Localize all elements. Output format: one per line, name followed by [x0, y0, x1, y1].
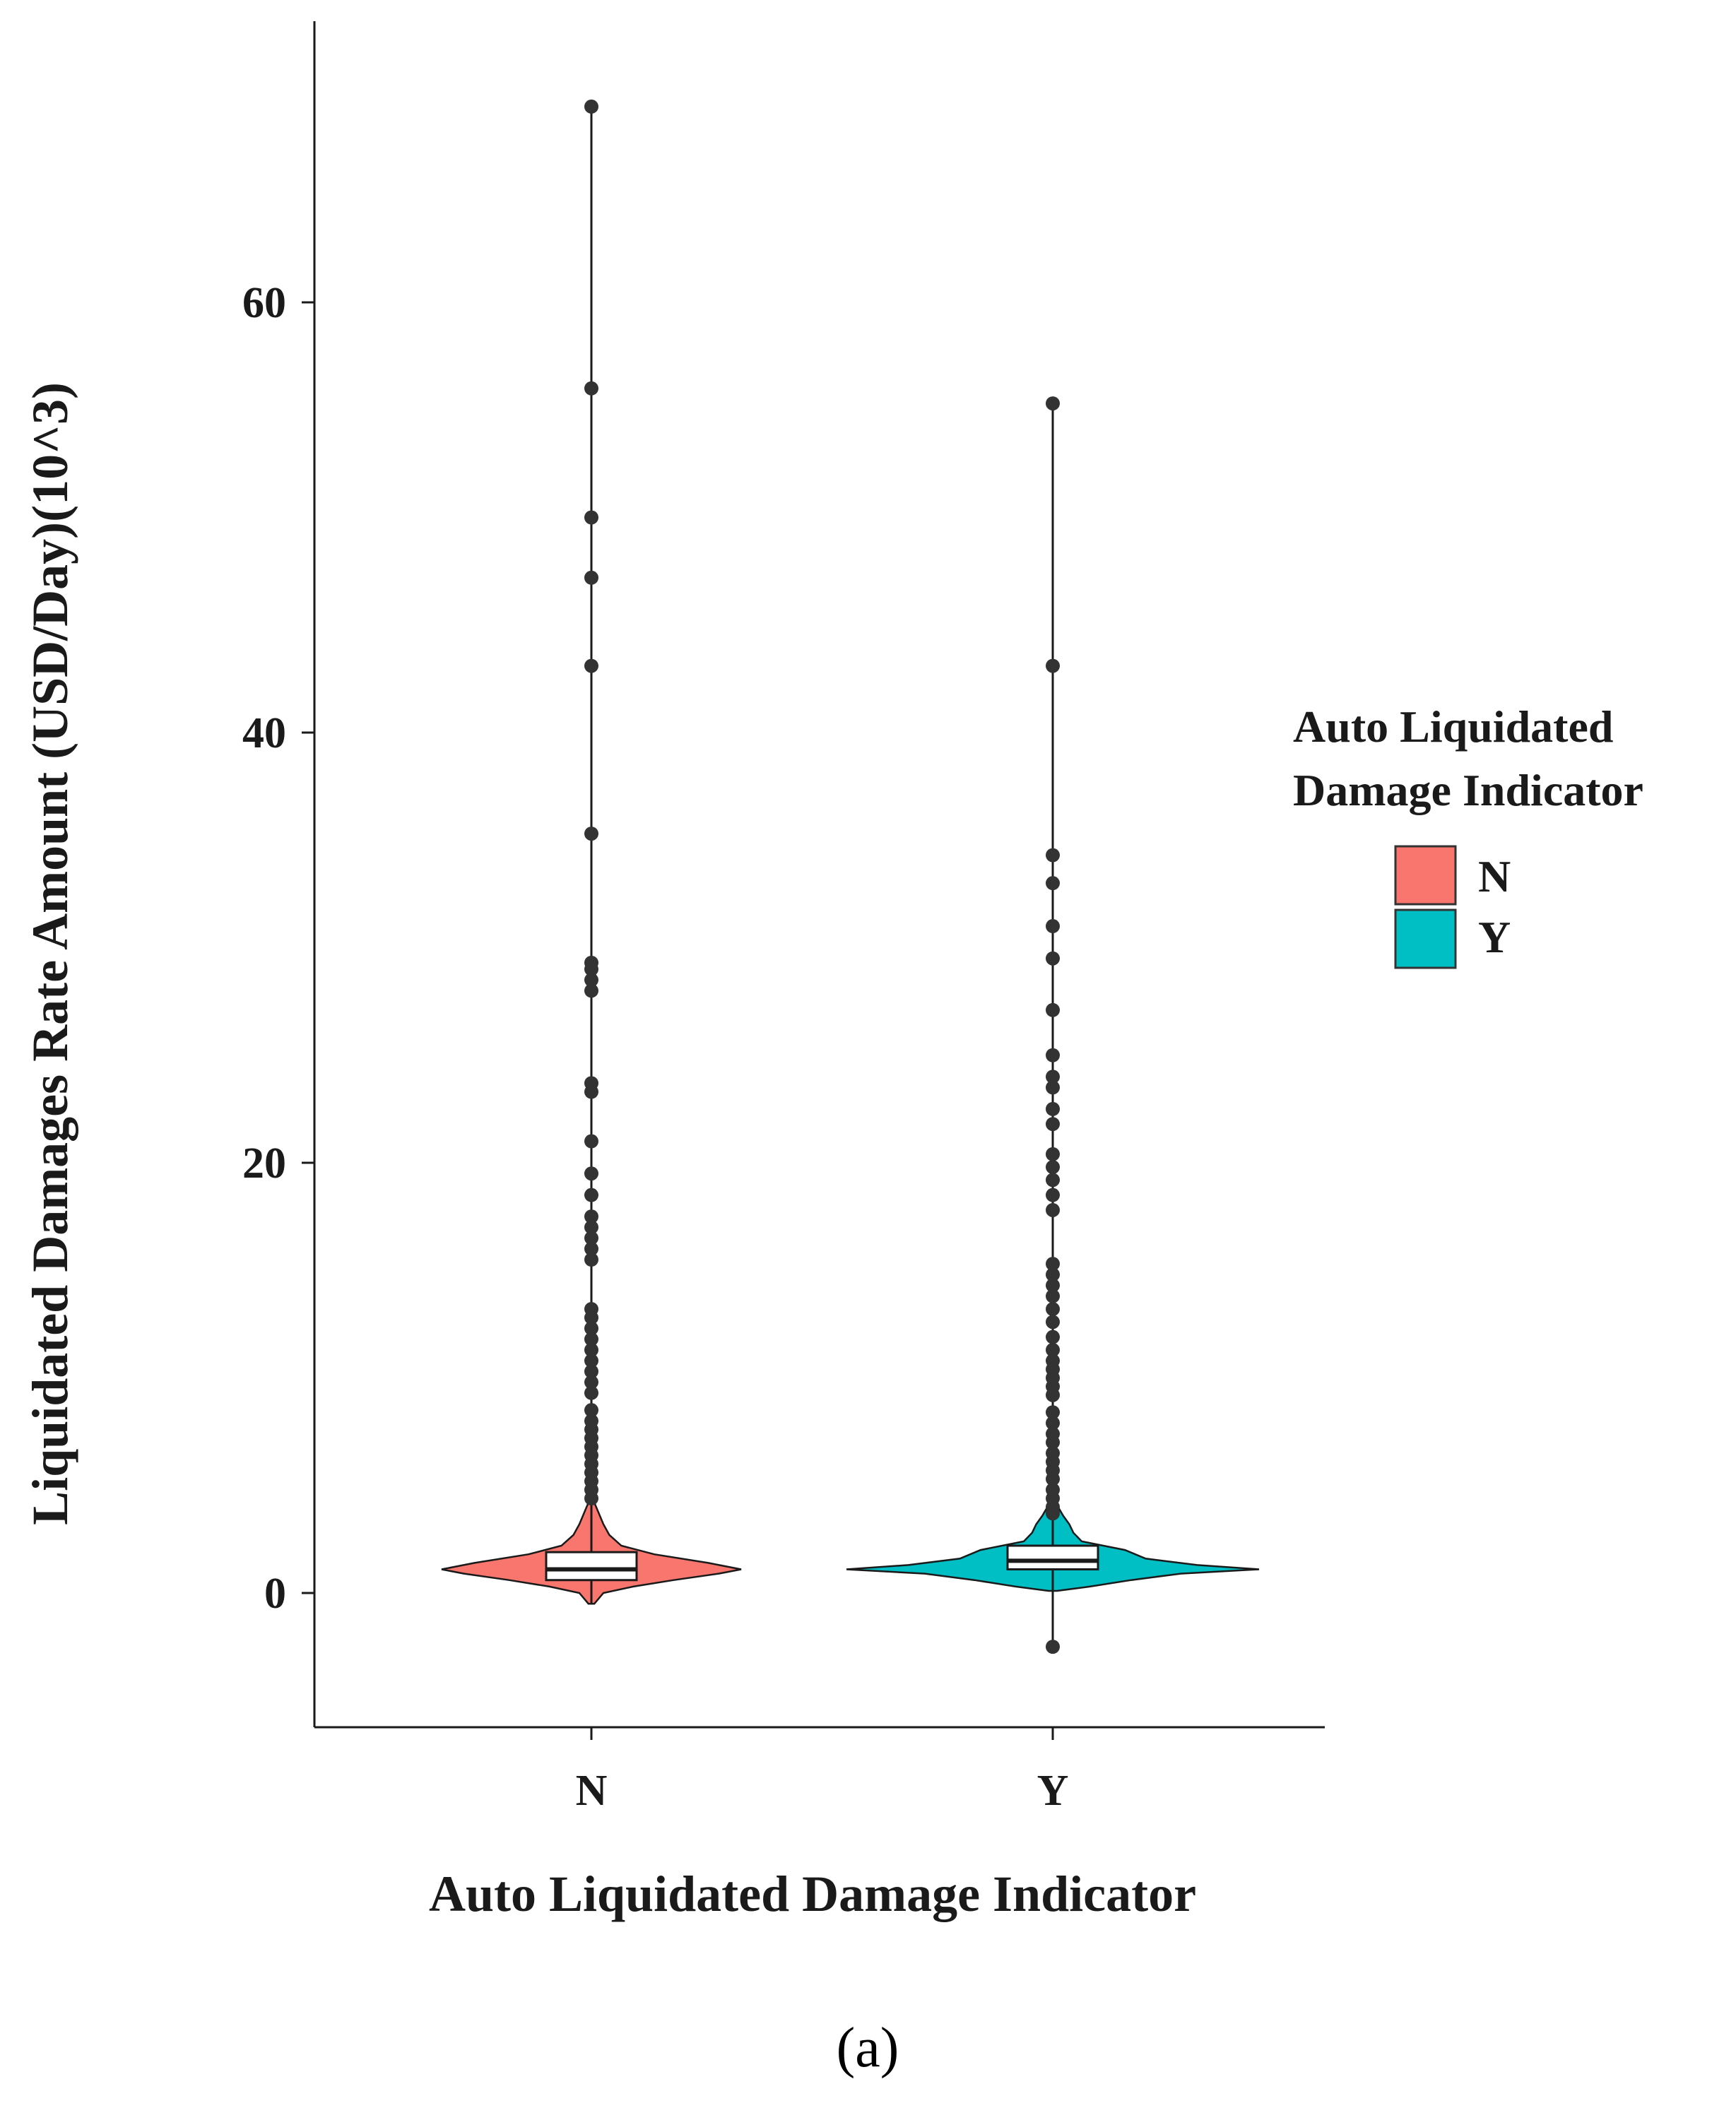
y-tick-label: 20 [242, 1139, 286, 1188]
outlier-point [584, 1188, 598, 1202]
x-tick-label: N [576, 1767, 608, 1815]
outlier-point [1046, 1416, 1060, 1431]
x-tick-label: Y [1037, 1767, 1069, 1815]
outlier-point [584, 1209, 598, 1224]
outlier-point [1046, 1302, 1060, 1317]
outlier-point [1046, 396, 1060, 411]
outlier-point [584, 1364, 598, 1379]
x-axis-title: Auto Liquidated Damage Indicator [429, 1866, 1196, 1922]
outlier-point [584, 99, 598, 114]
box-y [1006, 1544, 1099, 1571]
outlier-point [1046, 1147, 1060, 1161]
outlier-point [1046, 1435, 1060, 1450]
outlier-point [584, 1134, 598, 1149]
outlier-point [584, 1491, 598, 1506]
outlier-point [1046, 1506, 1060, 1521]
outlier-point [584, 1166, 598, 1181]
caption-letter: a [855, 2017, 880, 2079]
y-tick-label: 0 [264, 1570, 286, 1618]
outlier-point [1046, 658, 1060, 673]
outlier-point [584, 570, 598, 585]
outlier-point [1046, 1070, 1060, 1084]
outlier-point [584, 510, 598, 525]
outlier-point [584, 1342, 598, 1357]
boxes-layer [545, 1544, 1099, 1582]
legend-title-line2: Damage Indicator [1293, 765, 1643, 815]
outlier-point [1046, 1278, 1060, 1293]
outlier-point [1046, 1048, 1060, 1062]
box-n [545, 1551, 638, 1582]
outlier-point [584, 827, 598, 841]
outlier-point [1046, 1405, 1060, 1420]
outlier-point [584, 983, 598, 998]
caption-close-paren: ) [880, 2017, 899, 2079]
outlier-point [1046, 1471, 1060, 1486]
legend-label-n: N [1478, 851, 1511, 901]
outlier-point [584, 1231, 598, 1245]
outlier-point [1046, 1315, 1060, 1330]
outlier-point [584, 1241, 598, 1256]
outlier-point [584, 1321, 598, 1336]
outlier-point [584, 1385, 598, 1400]
outlier-point [1046, 1002, 1060, 1017]
outlier-point [1046, 951, 1060, 966]
outlier-point [1046, 919, 1060, 934]
legend-label-y: Y [1478, 912, 1511, 962]
outlier-point [1046, 1188, 1060, 1202]
y-tick-label: 40 [242, 709, 286, 757]
outlier-point [584, 1253, 598, 1267]
outlier-point [584, 658, 598, 673]
outlier-point [1046, 1173, 1060, 1188]
outlier-point [584, 1220, 598, 1235]
whiskers-layer [590, 106, 1054, 1647]
outlier-point [1046, 876, 1060, 891]
legend-key-y [1394, 908, 1457, 969]
outlier-point [584, 1354, 598, 1368]
legend: Auto Liquidated Damage Indicator N Y [1293, 701, 1643, 969]
outlier-point [1046, 1257, 1060, 1272]
legend-key-n [1394, 845, 1457, 906]
outlier-point [584, 973, 598, 988]
caption-open-paren: ( [837, 2017, 856, 2079]
outlier-point [584, 1375, 598, 1390]
outlier-point [1046, 1330, 1060, 1344]
outlier-point [584, 961, 598, 976]
outlier-point [1046, 1387, 1060, 1402]
outlier-point [1046, 848, 1060, 863]
outlier-point [1046, 1117, 1060, 1132]
outlier-point [1046, 1101, 1060, 1116]
figure-caption: (a) [837, 2017, 899, 2079]
outlier-point [584, 1332, 598, 1346]
outlier-point [584, 1310, 598, 1325]
outlier-point [1046, 1080, 1060, 1095]
outlier-point [1046, 1640, 1060, 1654]
outlier-point [1046, 1267, 1060, 1282]
y-tick-label: 60 [242, 279, 286, 327]
outlier-point [1046, 1202, 1060, 1217]
y-axis-ticks: 0 20 40 60 [242, 279, 314, 1618]
outlier-point [1046, 1289, 1060, 1303]
outlier-point [584, 1084, 598, 1099]
outlier-point [584, 381, 598, 396]
outlier-points-layer [584, 99, 1060, 1654]
y-axis-title: Liquidated Damages Rate Amount (USD/Day)… [22, 382, 78, 1525]
outlier-point [1046, 1160, 1060, 1175]
outlier-point [1046, 1342, 1060, 1357]
legend-title-line1: Auto Liquidated [1293, 701, 1613, 752]
outlier-point [584, 1403, 598, 1418]
